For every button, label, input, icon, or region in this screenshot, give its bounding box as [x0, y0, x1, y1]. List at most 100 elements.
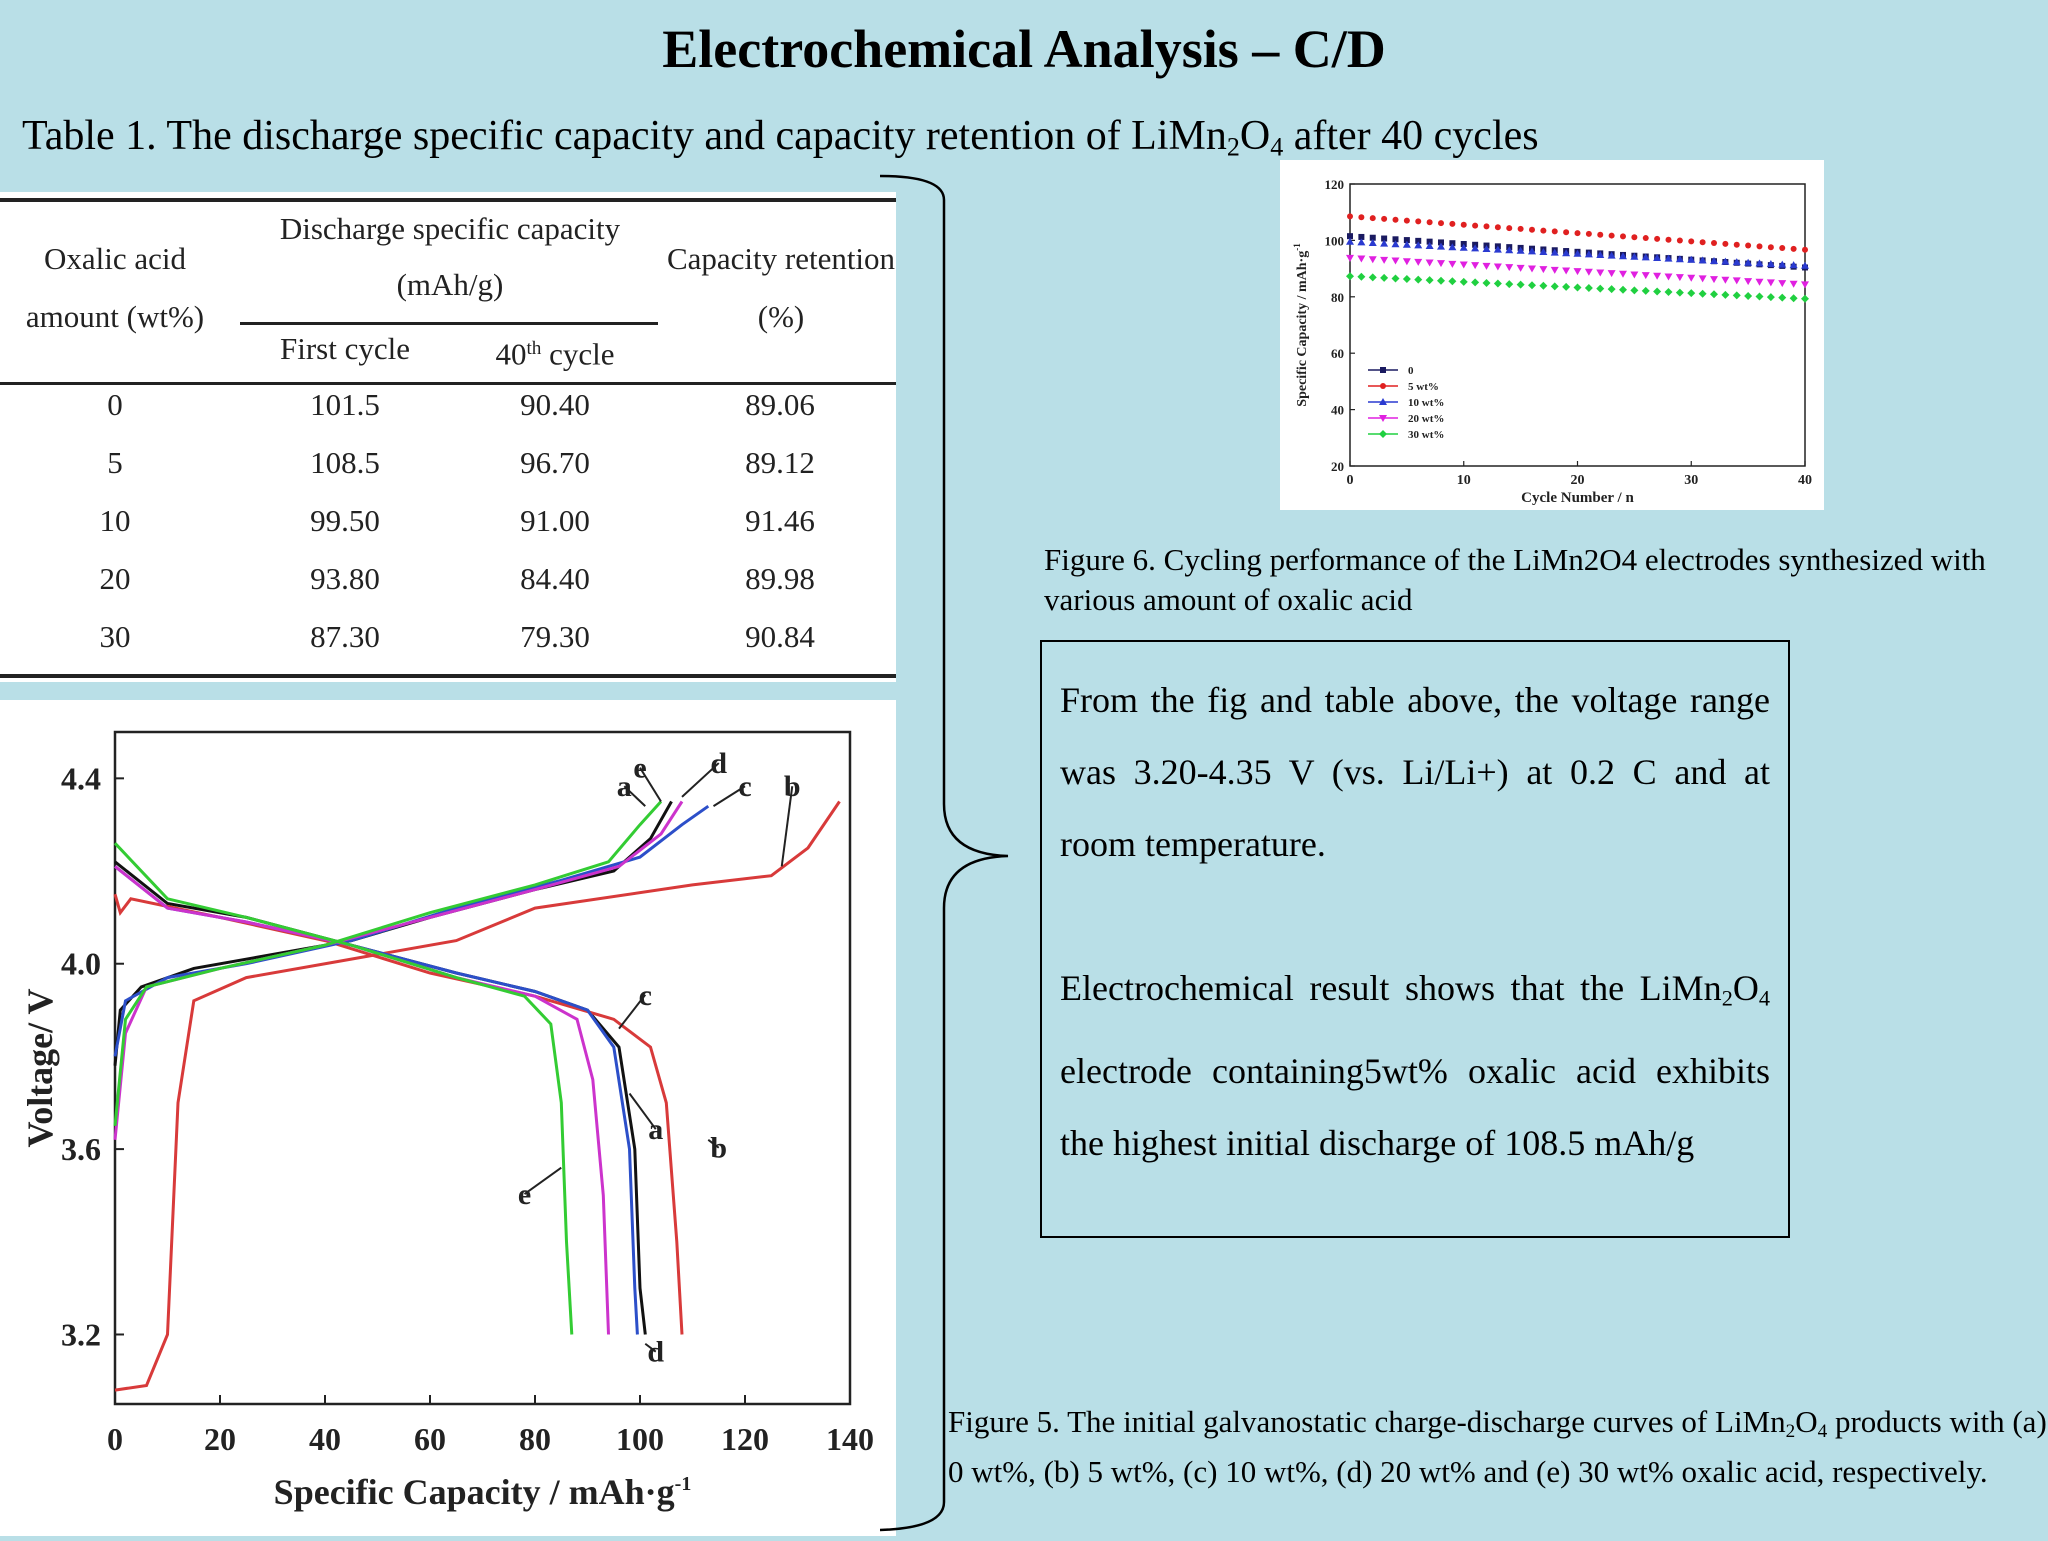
data-point [1448, 243, 1457, 251]
data-point [1357, 255, 1366, 263]
data-point [1347, 213, 1353, 220]
data-point [1653, 253, 1662, 261]
data-point [1584, 250, 1593, 258]
cell-retention: 89.12 [745, 445, 815, 480]
table-header-rule [0, 382, 896, 385]
data-point [1414, 258, 1423, 266]
data-point [1425, 242, 1434, 250]
data-point [1539, 281, 1548, 290]
data-point [1562, 267, 1571, 275]
summary-paragraph-2: Electrochemical result shows that the Li… [1060, 968, 1770, 1163]
legend-label: 20 wt% [1408, 413, 1444, 425]
data-point [1391, 274, 1400, 283]
cell-first: 101.5 [310, 387, 380, 422]
data-point [1562, 282, 1571, 291]
data-point [1755, 278, 1764, 286]
data-point [1426, 219, 1433, 226]
data-point [1368, 256, 1377, 264]
y-tick-label: 3.6 [61, 1131, 101, 1167]
data-point [1596, 250, 1605, 258]
data-point [1801, 281, 1809, 289]
table-top-rule [0, 198, 896, 202]
th-first-cycle: First cycle [280, 331, 410, 366]
data-point [1471, 278, 1480, 287]
data-point [1346, 272, 1354, 281]
curve-label-a: a [617, 770, 632, 803]
data-point [1767, 244, 1774, 251]
cell-40th: 79.30 [520, 619, 590, 654]
annotation-pointer [780, 786, 794, 867]
annotation-pointer [644, 1342, 657, 1353]
data-point [1506, 225, 1513, 232]
legend-label: 30 wt% [1408, 429, 1444, 441]
data-point [1368, 239, 1377, 247]
cell-oxalic: 10 [99, 503, 131, 538]
data-point [1744, 258, 1753, 266]
data-point [1505, 280, 1514, 289]
cell-first: 108.5 [310, 445, 380, 480]
table-bottom-rule [0, 674, 896, 678]
data-point [1630, 252, 1639, 260]
cell-oxalic: 30 [99, 619, 131, 654]
data-point [1721, 290, 1730, 299]
data-point [1801, 261, 1809, 269]
data-point [1438, 220, 1444, 227]
data-point [1392, 216, 1399, 223]
figure6-panel: 0 10 20 30 40 20 40 60 80 100 120 Cycle Number / n S… [1280, 160, 1824, 510]
data-point [1607, 270, 1616, 278]
charge-curve-e [113, 800, 663, 1127]
cell-retention: 89.98 [745, 561, 815, 596]
charge-curve-a [113, 800, 673, 1066]
data-point [1347, 233, 1353, 240]
data-point [1597, 231, 1604, 238]
cell-retention: 91.46 [745, 503, 815, 538]
curve-label-c: c [738, 770, 751, 803]
data-point [1665, 236, 1672, 243]
data-point [1733, 241, 1740, 248]
data-point [1471, 262, 1480, 270]
data-point [1699, 239, 1706, 246]
data-point [1380, 273, 1389, 282]
data-point [1653, 287, 1662, 296]
annotation-pointer [523, 1166, 562, 1195]
data-point [1493, 263, 1502, 271]
x-tick-label: 60 [414, 1421, 446, 1457]
data-point [1744, 278, 1753, 286]
y-axis-label: Voltage/ V [20, 988, 60, 1147]
data-point [1380, 256, 1389, 264]
data-point [1529, 226, 1535, 233]
data-point [1801, 294, 1809, 303]
data-point [1539, 247, 1548, 255]
data-point [1732, 277, 1741, 285]
y-tick-label: 120 [1325, 177, 1345, 192]
data-point [1608, 232, 1615, 239]
data-point [1528, 265, 1536, 273]
data-point [1437, 242, 1445, 250]
data-point [1607, 251, 1616, 259]
curve-label-e: e [518, 1178, 531, 1211]
data-point [1482, 262, 1491, 270]
data-point [1493, 245, 1502, 253]
data-point [1379, 398, 1387, 405]
data-point [1369, 234, 1376, 241]
data-point [1550, 248, 1559, 256]
data-point [1540, 227, 1547, 234]
curve-label-a: a [648, 1113, 663, 1146]
data-point [1779, 245, 1786, 252]
figure6-chart: 0 10 20 30 40 20 40 60 80 100 120 Cycle Number / n S… [1292, 177, 1812, 506]
data-point [1449, 220, 1456, 227]
legend-label: 10 wt% [1408, 397, 1444, 409]
data-point [1732, 291, 1741, 300]
data-point [1778, 260, 1787, 268]
data-point [1698, 275, 1707, 283]
data-point [1710, 276, 1718, 284]
figure5-chart: 0 20 40 60 80 100 120 140 3.2 3.6 4.0 4.4 Specific C… [20, 730, 874, 1512]
data-point [1631, 234, 1638, 241]
data-point [1358, 214, 1365, 221]
curly-brace [880, 174, 1009, 1532]
x-axis-label: Specific Capacity / mAh·g-1 [274, 1472, 692, 1512]
data-point [1414, 275, 1423, 284]
data-point [1619, 270, 1627, 278]
data-point [1482, 245, 1491, 253]
data-point [1403, 237, 1410, 244]
